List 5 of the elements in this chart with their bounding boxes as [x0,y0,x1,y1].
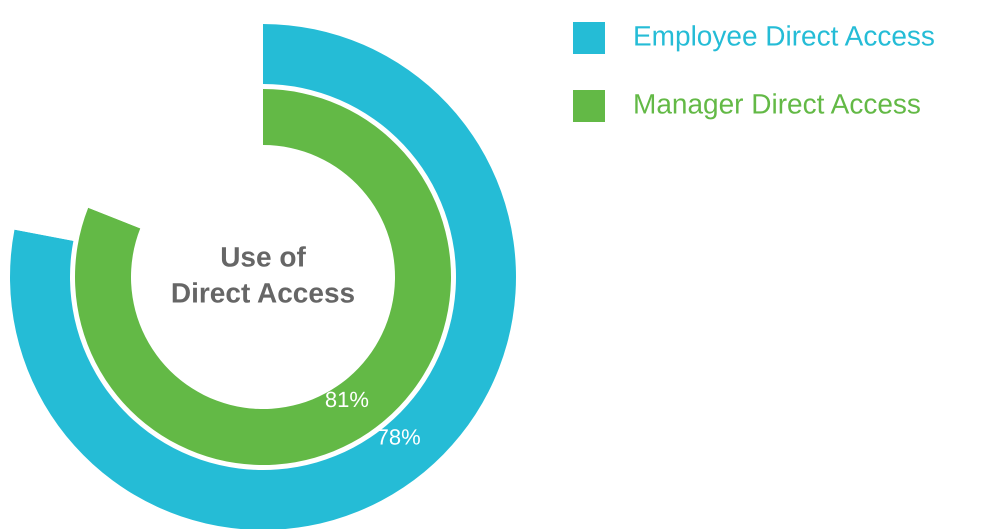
data-label: 81% [324,387,369,412]
data-label: 78% [376,424,421,450]
legend-label: Manager Direct Access [633,88,921,120]
legend-label: Employee Direct Access [633,20,935,52]
text: Use of Direct Access [170,241,356,308]
